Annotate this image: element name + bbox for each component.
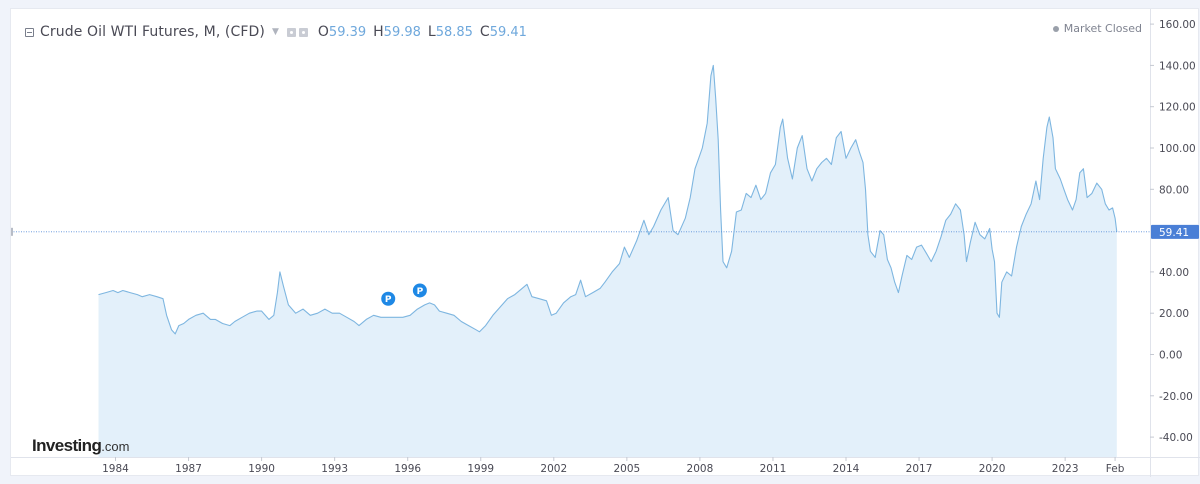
y-tick-label: 140.00 xyxy=(1159,60,1196,72)
y-tick-label: 20.00 xyxy=(1159,308,1189,320)
visibility-icon[interactable] xyxy=(286,27,296,37)
x-tick-label: 2008 xyxy=(687,463,714,475)
x-tick-label: 2005 xyxy=(613,463,640,475)
y-tick-label: 100.00 xyxy=(1159,143,1196,155)
market-status-label: Market Closed xyxy=(1063,22,1142,35)
x-tick-label: 2014 xyxy=(833,463,860,475)
chart-title[interactable]: Crude Oil WTI Futures, M, (CFD) xyxy=(40,24,265,40)
x-tick-label: 2023 xyxy=(1052,463,1079,475)
market-status: Market Closed xyxy=(1052,22,1142,35)
chart-frame: 160.00 140.00 120.00 100.00 80.00 59.41 40.00 2… xyxy=(10,8,1200,477)
x-tick-label: 1996 xyxy=(394,463,421,475)
x-tick-label: 2011 xyxy=(760,463,787,475)
y-tick-label: 120.00 xyxy=(1159,102,1196,114)
y-tick-label: 80.00 xyxy=(1159,184,1189,196)
x-tick-label: 1999 xyxy=(467,463,494,475)
high-value: 59.98 xyxy=(383,24,421,40)
open-value: 59.39 xyxy=(328,24,367,40)
settings-icon[interactable] xyxy=(298,27,308,37)
x-tick-label: 1987 xyxy=(175,463,202,475)
x-tick-label: 1984 xyxy=(102,463,129,475)
logo-wordmark: Investing xyxy=(32,436,102,455)
low-value: 58.85 xyxy=(435,24,473,40)
low-label: L xyxy=(427,24,436,40)
price-tag-bg xyxy=(1151,224,1199,239)
event-marker-1 xyxy=(381,291,396,306)
series-area xyxy=(98,65,1117,458)
close-label: C xyxy=(479,24,490,40)
price-tag-label: 59.41 xyxy=(1159,227,1189,239)
x-tick-label: 2002 xyxy=(540,463,567,475)
y-tick-label: 40.00 xyxy=(1159,267,1189,279)
price-chart[interactable]: 160.00 140.00 120.00 100.00 80.00 59.41 40.00 2… xyxy=(11,9,1200,477)
high-label: H xyxy=(373,24,384,40)
y-tick-label: 160.00 xyxy=(1159,19,1196,31)
event-marker-label: P xyxy=(417,287,424,297)
x-tick-label: 1993 xyxy=(321,463,348,475)
event-marker-2 xyxy=(412,283,427,298)
scroll-handle xyxy=(11,227,13,236)
open-label: O xyxy=(317,24,329,40)
chevron-down-icon[interactable]: ▼ xyxy=(271,27,279,37)
status-dot-icon xyxy=(1052,25,1059,32)
collapse-icon[interactable] xyxy=(25,27,34,37)
y-tick-label: -20.00 xyxy=(1159,391,1193,403)
chart-legend: Crude Oil WTI Futures, M, (CFD) ▼ O 59.39… xyxy=(25,23,527,41)
x-tick-label: 1990 xyxy=(248,463,275,475)
x-tick-label: 2020 xyxy=(979,463,1006,475)
x-tick-label: 2017 xyxy=(906,463,933,475)
y-tick-label: 0.00 xyxy=(1159,350,1182,362)
x-tick-label: Feb xyxy=(1106,463,1125,475)
event-marker-label: P xyxy=(385,295,392,305)
y-tick-label: -40.00 xyxy=(1159,432,1193,444)
close-value: 59.41 xyxy=(489,24,527,40)
series-line xyxy=(98,64,1118,335)
investing-logo: Investing.com xyxy=(32,436,129,456)
logo-suffix: .com xyxy=(101,439,130,454)
